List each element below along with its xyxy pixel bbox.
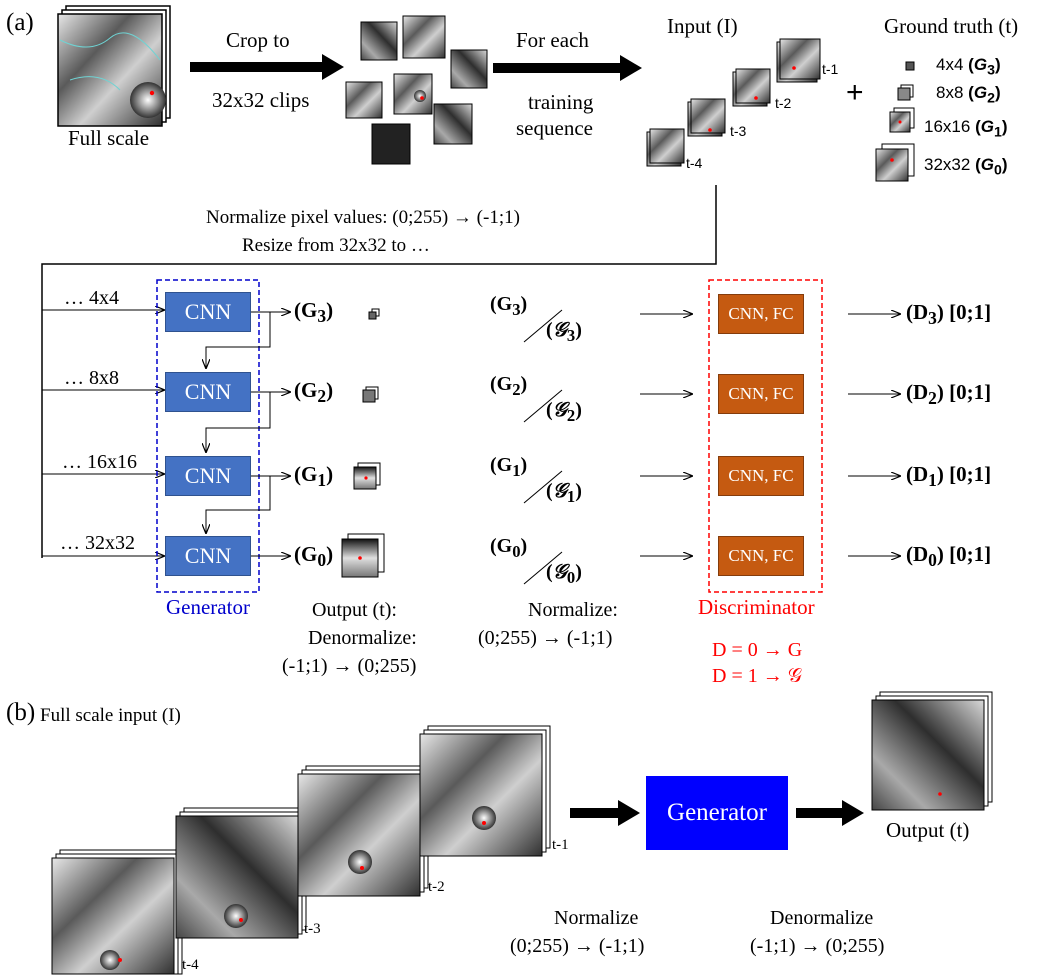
cnn-box-2: CNN [165,372,251,412]
pair-top-0: (G0) [490,535,528,561]
normalize-line-2: Resize from 32x32 to … [242,235,430,256]
disc-output-3: (D3) [0;1] [906,300,992,329]
input-label-t1: t-1 [822,61,839,77]
gen-output-1: (G1) [294,462,334,491]
gen-output-2: (G2) [294,378,334,407]
discriminator-dashed-box [708,279,823,593]
normalize-mid-1: Normalize: [528,599,618,621]
full-scale-stack [57,5,171,127]
normalize-mid-2: (0;255) → (-1;1) [478,627,613,649]
disc-output-arrows [848,314,900,556]
input-title: Input (I) [667,14,738,38]
cnn-fc-box-3: CNN, FC [718,294,804,334]
input-label-t3: t-3 [730,123,747,139]
resize-label-16x16: … 16x16 [62,451,137,473]
panel-b-output: Output (t) [886,818,970,842]
clips-cluster [345,15,488,165]
to-generator-arrow [570,800,640,826]
gt-item-0: 32x32 (G0) [924,155,1008,179]
panel-b-denormalize-2: (-1;1) → (0;255) [750,935,885,957]
panel-b-normalize-1: Normalize [554,907,639,929]
resize-label-32x32: … 32x32 [60,532,135,554]
cnn-box-1: CNN [165,456,251,496]
pair-top-3: (G3) [490,293,528,319]
gt-item-3: 4x4 (G3) [936,55,1001,79]
pair-slashes [523,309,563,585]
generator-thumbs [341,308,385,578]
for-each-label-2: training [528,90,594,114]
input-clips [646,38,821,167]
cnn-fc-box-0: CNN, FC [718,536,804,576]
panel-b-denormalize-1: Denormalize [770,907,874,929]
normalize-line-1: Normalize pixel values: (0;255) → (-1;1) [206,207,520,228]
pair-top-2: (G2) [490,373,528,399]
crop-label-2: 32x32 clips [212,88,310,112]
cnn-fc-box-2: CNN, FC [718,374,804,414]
pair-bottom-2: (𝒢2) [546,399,582,425]
generator-dashed-box [156,279,260,593]
panel-b-normalize-2: (0;255) → (-1;1) [510,935,645,957]
panel-b-t1: t-1 [552,837,569,853]
output-line-1: Output (t): [312,599,397,621]
output-line-2: Denormalize: [308,627,417,649]
input-label-t4: t-4 [686,155,703,171]
crop-label-1: Crop to [226,28,290,52]
resize-label-8x8: … 8x8 [64,367,119,389]
disc-output-2: (D2) [0;1] [906,380,992,409]
ground-truth-icons [875,61,915,182]
rule-line-1: D = 0 → G [712,639,803,661]
rule-line-2: D = 1 → 𝒢 [712,665,802,687]
pair-top-1: (G1) [490,454,528,480]
ground-truth-title: Ground truth (t) [884,14,1019,38]
input-label-t2: t-2 [775,95,792,111]
generator-label: Generator [166,595,250,619]
for-each-arrow [493,55,642,81]
panel-b-stacks [51,691,993,975]
crop-arrow [190,54,344,80]
cnn-box-3: CNN [165,292,251,332]
full-scale-label: Full scale [68,126,150,150]
discriminator-label: Discriminator [698,595,815,619]
gt-item-1: 16x16 (G1) [924,117,1008,141]
disc-output-1: (D1) [0;1] [906,462,992,491]
cnn-output-arrows [250,312,290,556]
input-connector [41,185,717,558]
panel-b-t3: t-3 [304,921,321,937]
disc-output-0: (D0) [0;1] [906,542,992,571]
gen-output-3: (G3) [294,298,334,327]
panel-b-t4: t-4 [182,957,199,973]
gt-item-2: 8x8 (G2) [936,83,1001,107]
panel-b-title: Full scale input (I) [40,705,181,726]
for-each-label-1: For each [516,28,589,52]
for-each-label-3: sequence [516,116,593,140]
resize-arrows [42,310,164,556]
pair-bottom-1: (𝒢1) [546,480,582,506]
panel-b-label: (b) [6,699,36,726]
panel-a-label: (a) [6,9,34,36]
pair-bottom-0: (𝒢0) [546,561,582,587]
output-line-3: (-1;1) → (0;255) [282,655,417,677]
cnn-fc-box-1: CNN, FC [718,456,804,496]
resize-label-4x4: … 4x4 [64,287,119,309]
from-generator-arrow [796,800,864,826]
generator-box: Generator [646,776,788,850]
plus-sign: + [846,76,864,109]
pair-bottom-3: (𝒢3) [546,319,582,345]
to-disc-arrows [640,314,692,556]
cnn-box-0: CNN [165,536,251,576]
panel-b-t2: t-2 [428,879,445,895]
cnn-chain [206,311,271,533]
gen-output-0: (G0) [294,542,334,571]
